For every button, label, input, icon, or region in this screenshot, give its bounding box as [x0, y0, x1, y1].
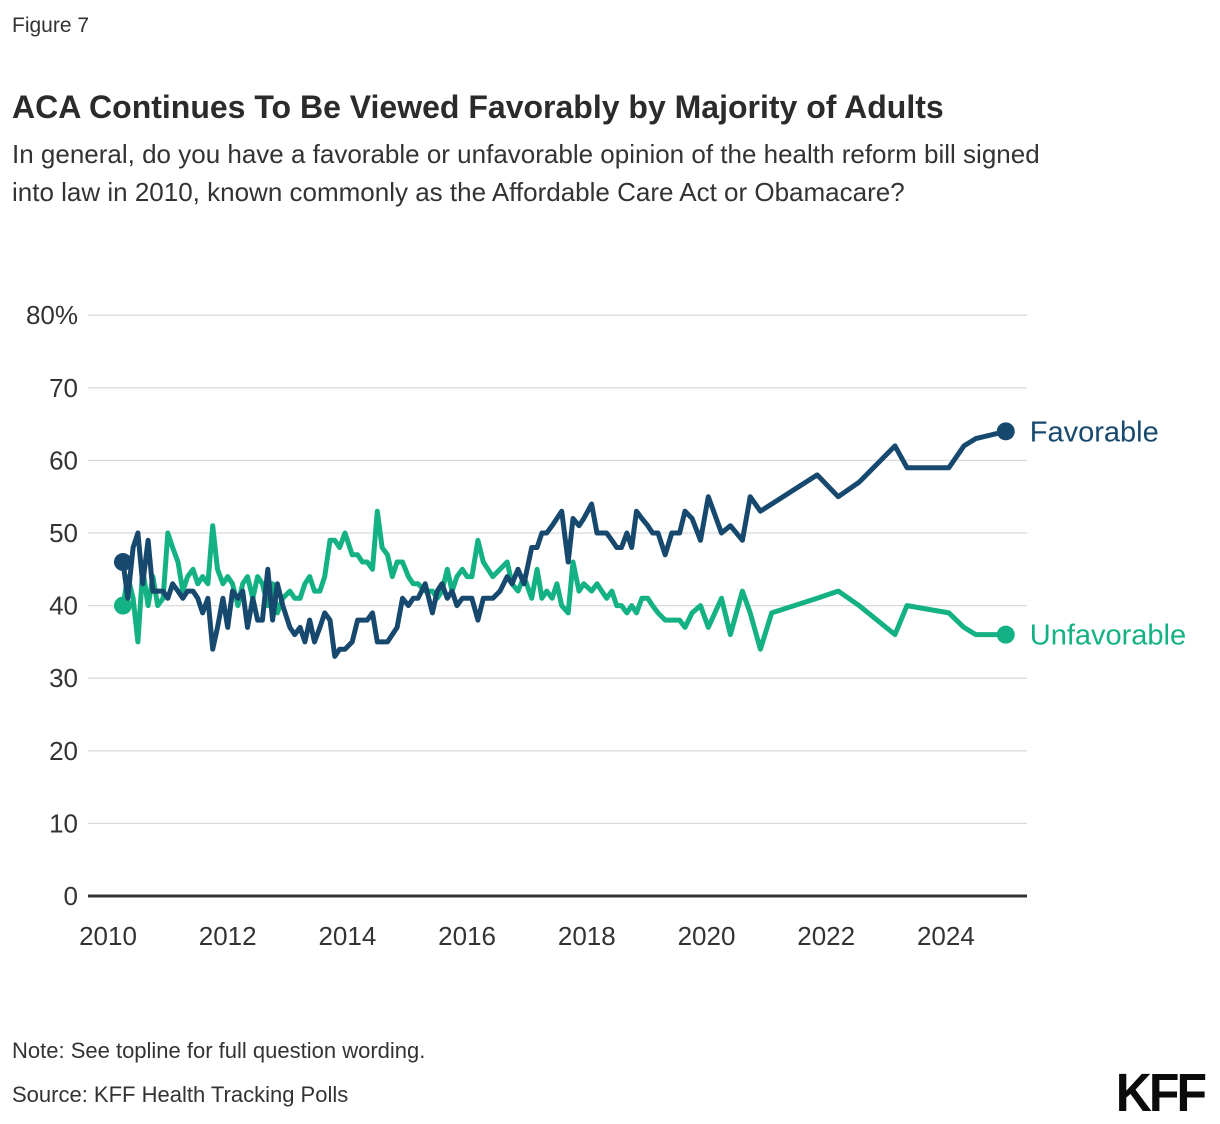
y-tick-label: 10: [49, 808, 78, 838]
favorable-start-dot: [113, 553, 132, 572]
chart-title: ACA Continues To Be Viewed Favorably by …: [12, 89, 944, 126]
line-chart: 0 10 20 30 40 50 60 70 80% 2010 2012 2014 2016 2018 20…: [0, 295, 1220, 975]
x-tick-label: 2018: [558, 921, 616, 951]
y-tick-label: 70: [49, 373, 78, 403]
x-tick-label: 2014: [318, 921, 376, 951]
x-tick-label: 2016: [438, 921, 496, 951]
y-tick-label: 40: [49, 591, 78, 621]
x-tick-label: 2012: [199, 921, 257, 951]
x-tick-label: 2010: [79, 921, 137, 951]
unfavorable-end-dot: [996, 625, 1015, 644]
kff-logo: KFF: [1115, 1062, 1207, 1123]
y-tick-label: 80%: [26, 300, 78, 330]
chart-source: Source: KFF Health Tracking Polls: [12, 1082, 349, 1107]
unfavorable-start-dot: [113, 596, 132, 615]
favorable-line: [120, 428, 1009, 659]
chart-note: Note: See topline for full question word…: [12, 1038, 426, 1063]
y-tick-label: 50: [49, 518, 78, 548]
unfavorable-series-label: Unfavorable: [1030, 620, 1186, 652]
y-tick-label: 0: [64, 881, 78, 911]
favorable-end-dot: [996, 422, 1015, 441]
figure-label: Figure 7: [12, 14, 90, 37]
x-tick-label: 2022: [797, 921, 855, 951]
chart-subtitle: In general, do you have a favorable or u…: [12, 139, 1040, 207]
aca-favorability-line-chart: 0 10 20 30 40 50 60 70 80% 2010 2012 2014 2016 2018 20…: [26, 300, 1186, 951]
y-tick-label: 60: [49, 445, 78, 475]
unfavorable-line: [120, 508, 1009, 652]
x-tick-label: 2024: [917, 921, 975, 951]
favorable-series-label: Favorable: [1030, 416, 1159, 448]
y-tick-label: 20: [49, 736, 78, 766]
y-tick-label: 30: [49, 663, 78, 693]
x-tick-label: 2020: [678, 921, 736, 951]
